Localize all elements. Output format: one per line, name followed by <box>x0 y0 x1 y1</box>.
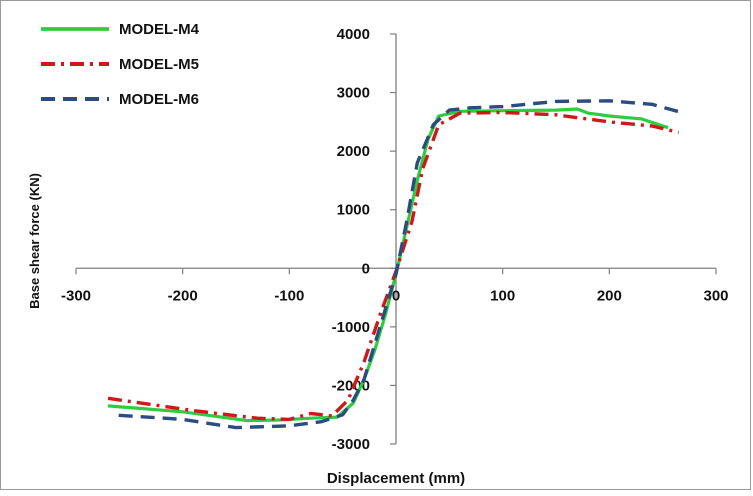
y-tick-label: 0 <box>362 260 370 277</box>
series-line-model-m6 <box>119 101 684 428</box>
y-tick-label: 3000 <box>337 85 370 102</box>
y-tick-label: -1000 <box>332 319 370 336</box>
series-line-model-m5 <box>108 113 679 420</box>
x-tick-label: -300 <box>61 287 91 304</box>
series-line-model-m4 <box>108 109 668 421</box>
legend-label: MODEL-M4 <box>119 21 200 38</box>
x-axis-title: Displacement (mm) <box>327 470 465 487</box>
legend-label: MODEL-M6 <box>119 91 199 108</box>
y-tick-label: 2000 <box>337 143 370 160</box>
x-tick-label: 200 <box>597 287 622 304</box>
x-tick-label: -100 <box>274 287 304 304</box>
y-tick-label: 4000 <box>337 26 370 43</box>
x-tick-label: -200 <box>168 287 198 304</box>
y-tick-label: 1000 <box>337 202 370 219</box>
x-tick-label: 300 <box>703 287 728 304</box>
x-tick-label: 100 <box>490 287 515 304</box>
legend: MODEL-M4 MODEL-M5 MODEL-M6 <box>41 21 200 108</box>
y-axis-title: Base shear force (KN) <box>27 173 42 309</box>
legend-label: MODEL-M5 <box>119 56 199 73</box>
y-tick-label: -3000 <box>332 436 370 453</box>
